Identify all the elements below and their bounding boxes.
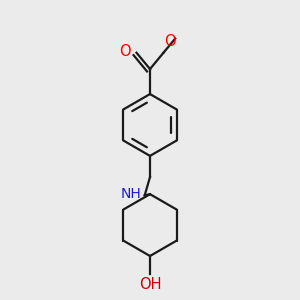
Text: NH: NH — [121, 188, 142, 202]
Text: O: O — [164, 34, 176, 49]
Text: OH: OH — [139, 277, 161, 292]
Text: O: O — [120, 44, 131, 59]
